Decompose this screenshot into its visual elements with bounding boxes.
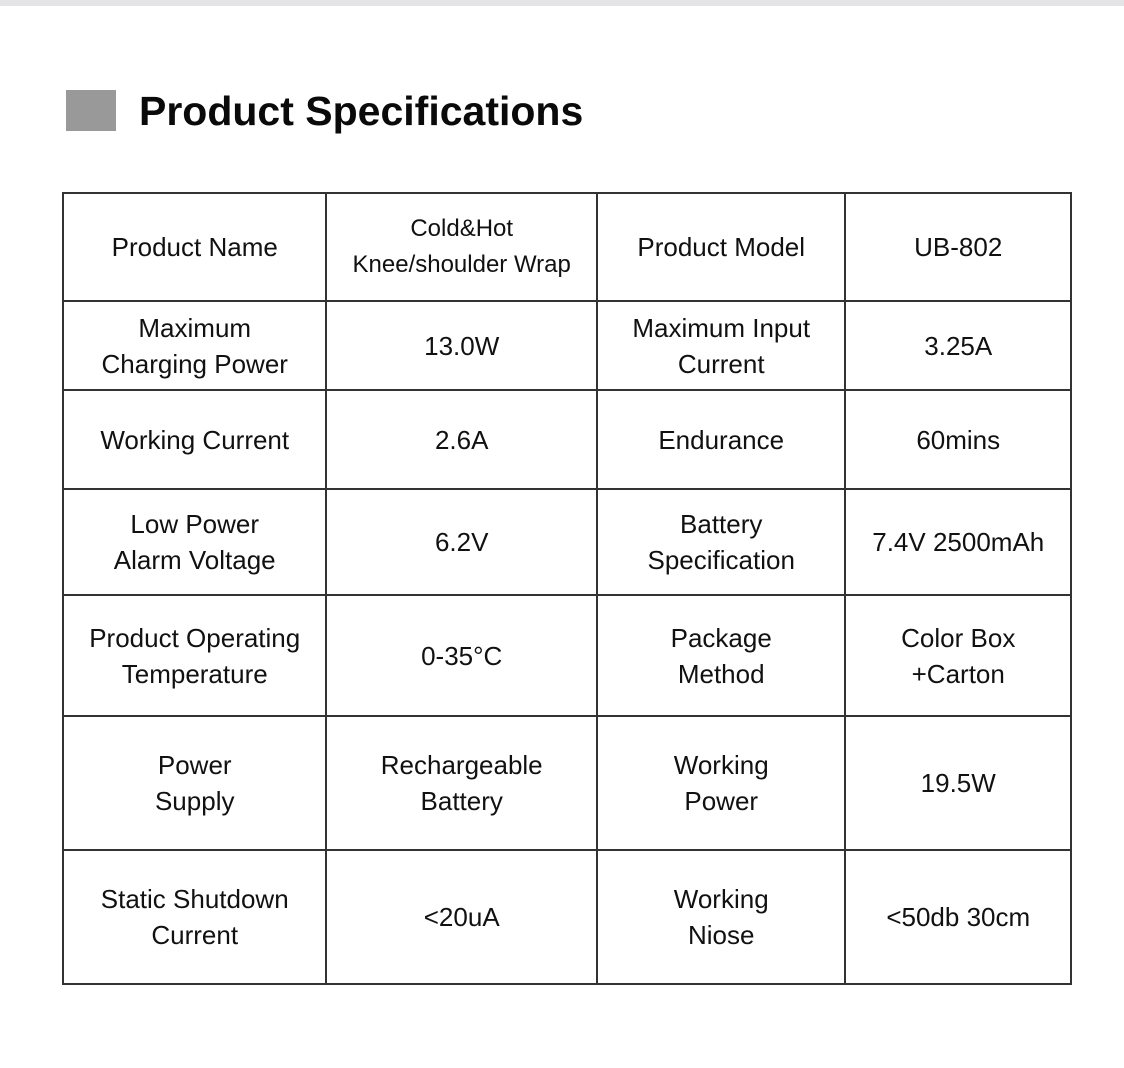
table-row: Power Supply Rechargeable Battery Working …	[61, 715, 1072, 851]
spec-label: Product Name	[61, 192, 328, 302]
spec-label: Product Model	[595, 192, 847, 302]
table-row: Product Name Cold&Hot Knee/shoulder Wrap P…	[61, 192, 1072, 302]
spec-value: 60mins	[844, 389, 1072, 490]
spec-value: 19.5W	[844, 715, 1072, 851]
spec-value: <50db 30cm	[844, 849, 1072, 985]
spec-value: 13.0W	[325, 300, 598, 391]
table-row: Working Current 2.6A Endurance 60mins	[61, 389, 1072, 490]
spec-label: Maximum Input Current	[595, 300, 847, 391]
table-row: Static Shutdown Current <20uA Working Nios…	[61, 849, 1072, 985]
spec-value: Rechargeable Battery	[325, 715, 598, 851]
table-row: Maximum Charging Power 13.0W Maximum Input…	[61, 300, 1072, 391]
spec-label: Working Niose	[595, 849, 847, 985]
spec-value: 3.25A	[844, 300, 1072, 391]
title-marker	[66, 90, 116, 131]
spec-label: Package Method	[595, 594, 847, 717]
spec-value: 7.4V 2500mAh	[844, 488, 1072, 596]
page-title: Product Specifications	[139, 88, 584, 134]
spec-label: Static Shutdown Current	[61, 849, 328, 985]
spec-label: Endurance	[595, 389, 847, 490]
spec-value: <20uA	[325, 849, 598, 985]
spec-label: Working Power	[595, 715, 847, 851]
spec-label: Low Power Alarm Voltage	[61, 488, 328, 596]
spec-value: 0-35°C	[325, 594, 598, 717]
spec-value: Cold&Hot Knee/shoulder Wrap	[325, 192, 598, 302]
spec-table: Product Name Cold&Hot Knee/shoulder Wrap P…	[61, 192, 1072, 985]
spec-label: Product Operating Temperature	[61, 594, 328, 717]
spec-label: Battery Specification	[595, 488, 847, 596]
spec-value: 2.6A	[325, 389, 598, 490]
spec-value: UB-802	[844, 192, 1072, 302]
top-divider	[0, 0, 1124, 6]
table-row: Low Power Alarm Voltage 6.2V Battery Speci…	[61, 488, 1072, 596]
spec-label: Working Current	[61, 389, 328, 490]
spec-label: Maximum Charging Power	[61, 300, 328, 391]
spec-value: 6.2V	[325, 488, 598, 596]
spec-label: Power Supply	[61, 715, 328, 851]
table-row: Product Operating Temperature 0-35°C Packa…	[61, 594, 1072, 717]
spec-value: Color Box +Carton	[844, 594, 1072, 717]
